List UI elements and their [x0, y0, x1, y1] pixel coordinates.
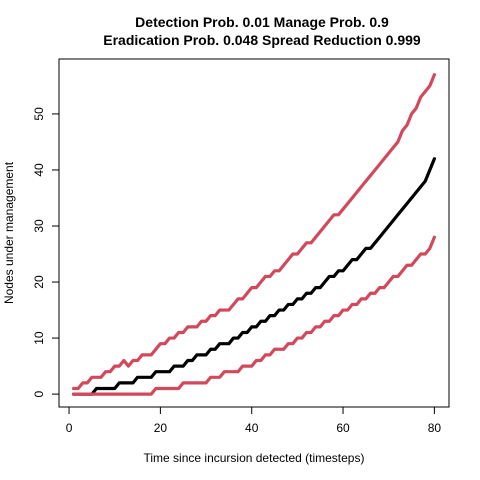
series-lower-line	[74, 237, 435, 394]
y-axis: 0 10 20 30 40 50	[32, 107, 59, 398]
x-tick-label: 80	[428, 421, 442, 435]
x-axis-title: Time since incursion detected (timesteps…	[144, 451, 365, 465]
chart-title-line2: Eradication Prob. 0.048 Spread Reduction…	[103, 32, 421, 48]
y-tick-label: 10	[32, 331, 46, 345]
x-tick-label: 0	[66, 421, 73, 435]
x-tick-label: 20	[154, 421, 168, 435]
y-tick-label: 30	[32, 219, 46, 233]
series-median-line	[74, 159, 435, 394]
y-tick-label: 50	[32, 107, 46, 121]
y-tick-label: 40	[32, 163, 46, 177]
series-upper-line	[74, 75, 435, 389]
y-axis-title: Nodes under management	[2, 161, 16, 304]
series-layer	[74, 75, 435, 394]
x-tick-label: 40	[245, 421, 259, 435]
chart-title-line1: Detection Prob. 0.01 Manage Prob. 0.9	[135, 14, 389, 30]
y-tick-label: 20	[32, 275, 46, 289]
y-tick-label: 0	[32, 390, 46, 397]
x-axis: 0 20 40 60 80	[66, 407, 442, 435]
plot-frame	[59, 59, 449, 407]
x-tick-label: 60	[336, 421, 350, 435]
